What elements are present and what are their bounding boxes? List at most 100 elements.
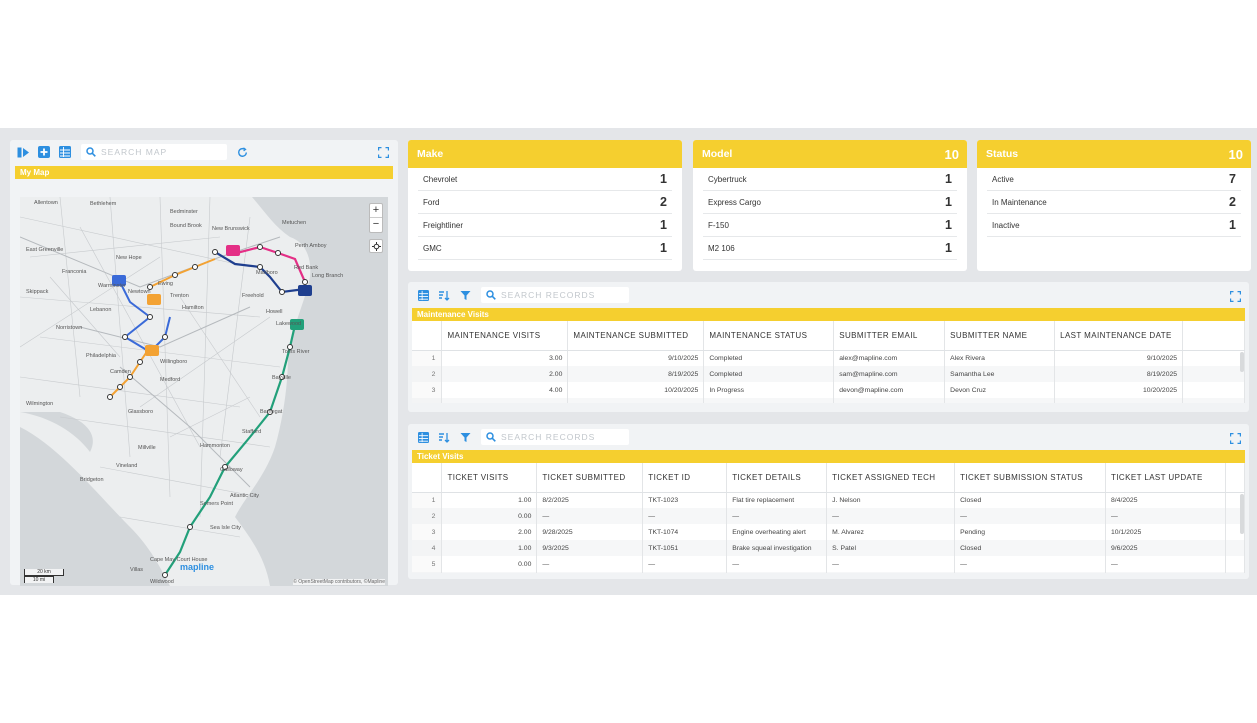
refresh-icon[interactable] — [233, 143, 251, 161]
fullscreen-icon[interactable] — [1230, 431, 1241, 449]
table-cell: 5/1/2025 — [536, 572, 644, 573]
maintenance-scrollbar[interactable] — [1240, 352, 1244, 372]
table-cell: 9/6/2025 — [1105, 540, 1226, 556]
add-layer-icon[interactable] — [35, 143, 53, 161]
column-header[interactable]: TICKET ASSIGNED TECH — [826, 463, 956, 493]
column-header[interactable]: SUBMITTER NAME — [944, 321, 1056, 351]
table-cell: 2.00 — [441, 366, 569, 382]
map-place-label: Bedminster — [170, 209, 198, 215]
truck-marker-pink[interactable] — [226, 245, 240, 256]
table-view-icon[interactable] — [414, 286, 432, 304]
kpi-row[interactable]: M2 106 1 — [703, 237, 957, 260]
maintenance-toolbar: SEARCH RECORDS — [408, 282, 1249, 308]
column-header[interactable]: SUBMITTER EMAIL — [833, 321, 946, 351]
column-header[interactable]: MAINTENANCE STATUS — [703, 321, 835, 351]
column-header[interactable]: MAINTENANCE SUBMITTED — [567, 321, 705, 351]
column-header[interactable]: MAINTENANCE VISITS — [441, 321, 569, 351]
kpi-row[interactable]: Cybertruck 1 — [703, 168, 957, 191]
sidebar-toggle-icon[interactable] — [14, 143, 32, 161]
spacer-cell — [1182, 366, 1245, 382]
row-number: 4 — [412, 398, 443, 403]
locate-button[interactable] — [369, 239, 383, 253]
map-place-label: Bridgeton — [80, 477, 104, 483]
mapline-logo: mapline — [180, 562, 215, 572]
table-row[interactable]: 1 3.00 9/10/2025 Completed alex@mapline.com A… — [412, 350, 1245, 366]
tickets-search-input[interactable]: SEARCH RECORDS — [481, 429, 629, 445]
kpi-row[interactable]: GMC 1 — [418, 237, 672, 260]
map-place-label: Howell — [266, 309, 283, 315]
truck-marker-orange-1[interactable] — [147, 294, 161, 305]
kpi-row[interactable]: In Maintenance 2 — [987, 191, 1241, 214]
table-cell: — — [826, 556, 956, 572]
zoom-out-button[interactable]: − — [372, 218, 380, 230]
table-row[interactable]: 45.007/22/2025Completeddana@mapline.comD… — [412, 398, 1245, 403]
table-row[interactable]: 3 4.00 10/20/2025 In Progress devon@mapline.… — [412, 382, 1245, 398]
column-header[interactable]: TICKET DETAILS — [726, 463, 828, 493]
kpi-row[interactable]: Ford 2 — [418, 191, 672, 214]
kpi-row-label: GMC — [423, 243, 442, 253]
sort-icon[interactable] — [435, 428, 453, 446]
maintenance-search-input[interactable]: SEARCH RECORDS — [481, 287, 629, 303]
truck-marker-green[interactable] — [290, 319, 304, 330]
kpi-row-label: M2 106 — [708, 243, 735, 253]
map-place-label: Marlboro — [256, 270, 278, 276]
maintenance-panel: SEARCH RECORDS Maintenance Visits MAINTE… — [408, 282, 1249, 412]
table-cell: Dana Olsen — [944, 398, 1056, 403]
table-row[interactable]: 1 1.00 8/2/2025 TKT-1023 Flat tire replaceme… — [412, 492, 1245, 508]
tickets-grid: TICKET VISITS TICKET SUBMITTED TICKET ID TI… — [412, 463, 1245, 573]
table-view-icon[interactable] — [56, 143, 74, 161]
table-row[interactable]: 3 2.00 9/28/2025 TKT-1074 Engine overheating… — [412, 524, 1245, 540]
spacer-cell — [1182, 398, 1245, 403]
table-cell: sam@mapline.com — [833, 366, 946, 382]
table-cell: — — [642, 556, 728, 572]
table-cell: Completed — [703, 366, 835, 382]
kpi-row[interactable]: Freightliner 1 — [418, 214, 672, 237]
table-row[interactable]: 2 2.00 8/19/2025 Completed sam@mapline.com Sa… — [412, 366, 1245, 382]
truck-marker-blue[interactable] — [112, 275, 126, 286]
maintenance-search-placeholder: SEARCH RECORDS — [501, 290, 596, 300]
spacer-cell — [1182, 350, 1245, 366]
map-attribution[interactable]: © OpenStreetMap contributors, ©Mapline — [293, 579, 385, 585]
search-icon — [486, 290, 496, 300]
kpi-row[interactable]: Chevrolet 1 — [418, 168, 672, 191]
fullscreen-icon[interactable] — [1230, 289, 1241, 307]
column-header[interactable]: TICKET SUBMITTED — [536, 463, 644, 493]
table-row[interactable]: 2 0.00— — — — — — — [412, 508, 1245, 524]
fullscreen-icon[interactable] — [374, 143, 392, 161]
table-cell: 3.00 — [441, 350, 569, 366]
table-row[interactable]: 5 0.00— — — — — — — [412, 556, 1245, 572]
table-cell: dana@mapline.com — [833, 398, 946, 403]
table-cell: 8/19/2025 — [1054, 366, 1184, 382]
column-header[interactable]: TICKET SUBMISSION STATUS — [954, 463, 1107, 493]
filter-icon[interactable] — [456, 286, 474, 304]
kpi-row[interactable]: F-150 1 — [703, 214, 957, 237]
table-cell: 0.00 — [441, 508, 538, 524]
map-place-label: East Greenville — [26, 247, 64, 253]
map-place-label: New Hope — [116, 255, 142, 261]
table-cell: Completed — [703, 398, 835, 403]
tickets-table: TICKET VISITS TICKET SUBMITTED TICKET ID TI… — [412, 463, 1245, 573]
table-row[interactable]: 4 1.00 9/3/2025 TKT-1051 Brake squeal invest… — [412, 540, 1245, 556]
kpi-row[interactable]: Inactive 1 — [987, 214, 1241, 237]
filter-icon[interactable] — [456, 428, 474, 446]
map-canvas[interactable]: Allentown Bethlehem East Greenville Bedmins… — [20, 197, 388, 586]
tickets-scrollbar[interactable] — [1240, 494, 1244, 534]
column-header[interactable]: TICKET VISITS — [441, 463, 538, 493]
table-cell: Closed — [954, 572, 1107, 573]
table-view-icon[interactable] — [414, 428, 432, 446]
kpi-card-make: Make Chevrolet 1 Ford 2 Freightliner 1 GMC 1 — [408, 140, 682, 271]
kpi-row[interactable]: Active 7 — [987, 168, 1241, 191]
column-header[interactable]: LAST MAINTENANCE DATE — [1054, 321, 1184, 351]
sort-icon[interactable] — [435, 286, 453, 304]
column-header[interactable]: TICKET ID — [642, 463, 728, 493]
map-search-input[interactable]: SEARCH MAP — [81, 144, 227, 160]
zoom-in-button[interactable]: + — [370, 204, 382, 218]
column-header[interactable]: TICKET LAST UPDATE — [1105, 463, 1226, 493]
truck-marker-navy[interactable] — [298, 285, 312, 296]
truck-marker-orange-2[interactable] — [145, 345, 159, 356]
kpi-row[interactable]: Express Cargo 1 — [703, 191, 957, 214]
table-cell: Brake squeal investigation — [726, 540, 828, 556]
map-place-label: Bethlehem — [90, 201, 117, 207]
table-cell: 8/19/2025 — [567, 366, 705, 382]
